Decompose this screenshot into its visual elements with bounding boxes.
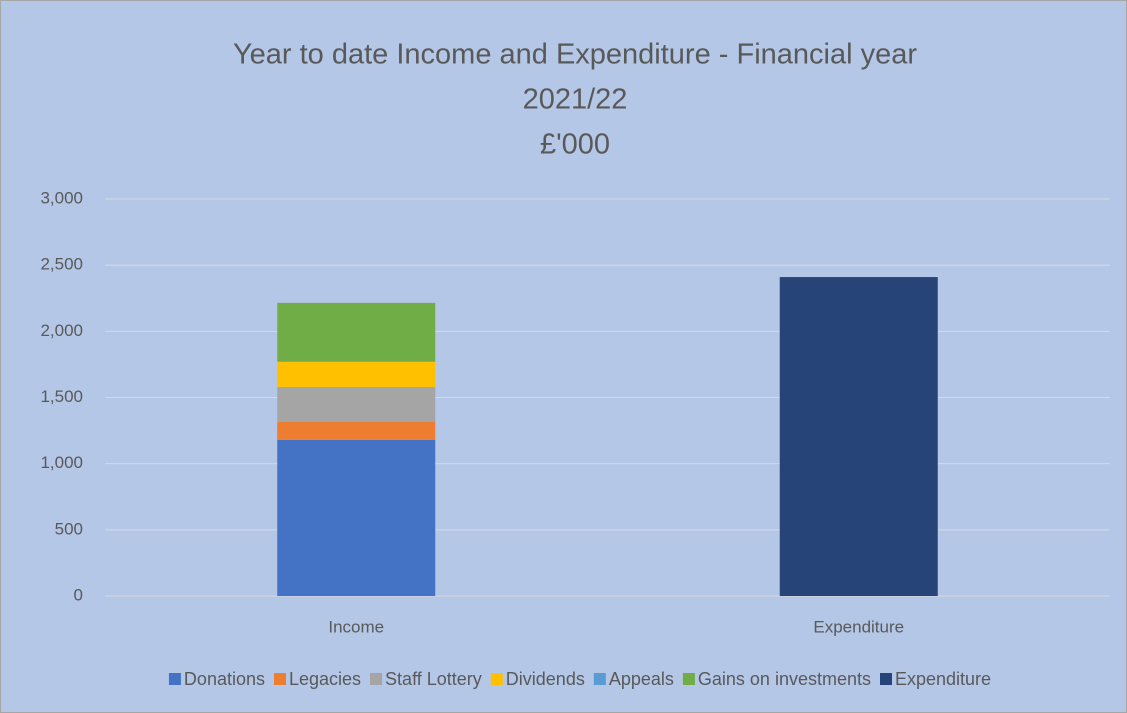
y-tick-label: 0	[74, 585, 83, 604]
legend-swatch	[682, 673, 695, 685]
legend-label: Staff Lottery	[385, 669, 482, 689]
chart-title: £'000	[540, 129, 610, 161]
bar-segment	[277, 386, 436, 422]
y-tick-label: 2,000	[40, 321, 83, 340]
y-tick-label: 3,000	[40, 188, 83, 207]
bar-segment	[277, 302, 436, 362]
legend-label: Gains on investments	[698, 669, 871, 689]
legend-label: Dividends	[506, 669, 585, 689]
y-tick-label: 1,000	[40, 453, 83, 472]
legend-swatch	[490, 673, 503, 685]
bar-segment	[277, 421, 436, 440]
chart-title: 2021/22	[523, 84, 628, 116]
chart-title: Year to date Income and Expenditure - Fi…	[233, 39, 917, 71]
y-tick-label: 1,500	[40, 387, 83, 406]
y-tick-label: 2,500	[40, 255, 83, 274]
legend-label: Donations	[184, 669, 265, 689]
bar-segment	[277, 439, 436, 596]
bar-segment	[277, 361, 436, 387]
legend-swatch	[879, 673, 892, 685]
legend: Donations Legacies Staff Lottery Dividends A…	[168, 669, 991, 689]
bar-segment	[779, 277, 938, 596]
legend-label: Legacies	[289, 669, 361, 689]
legend-swatch	[593, 673, 606, 685]
y-tick-label: 500	[55, 519, 83, 538]
x-tick-label: Expenditure	[813, 617, 904, 636]
legend-swatch	[370, 673, 383, 685]
legend-label: Appeals	[609, 669, 674, 689]
x-tick-label: Income	[328, 617, 384, 636]
legend-swatch	[168, 673, 181, 685]
legend-label: Expenditure	[895, 669, 991, 689]
legend-swatch	[273, 673, 286, 685]
